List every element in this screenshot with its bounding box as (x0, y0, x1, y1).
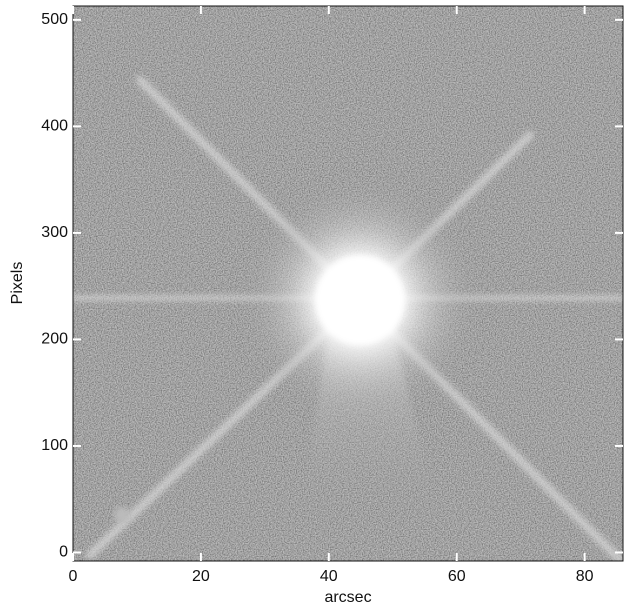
x-tick-label: 20 (192, 568, 210, 585)
y-tick-label: 500 (41, 11, 68, 28)
x-tick-label: 40 (320, 568, 338, 585)
image (73, 6, 623, 561)
y-axis-label: Pixels (9, 262, 26, 305)
y-tick-label: 100 (41, 437, 68, 454)
x-tick-label: 60 (448, 568, 466, 585)
plot-frame (72, 5, 624, 562)
x-tick-label: 80 (576, 568, 594, 585)
x-axis-label: arcsec (324, 589, 371, 606)
y-tick-label: 0 (59, 544, 68, 561)
y-tick-label: 300 (41, 224, 68, 241)
y-tick-label: 400 (41, 118, 68, 135)
x-tick-label: 0 (69, 568, 78, 585)
y-tick-label: 200 (41, 331, 68, 348)
